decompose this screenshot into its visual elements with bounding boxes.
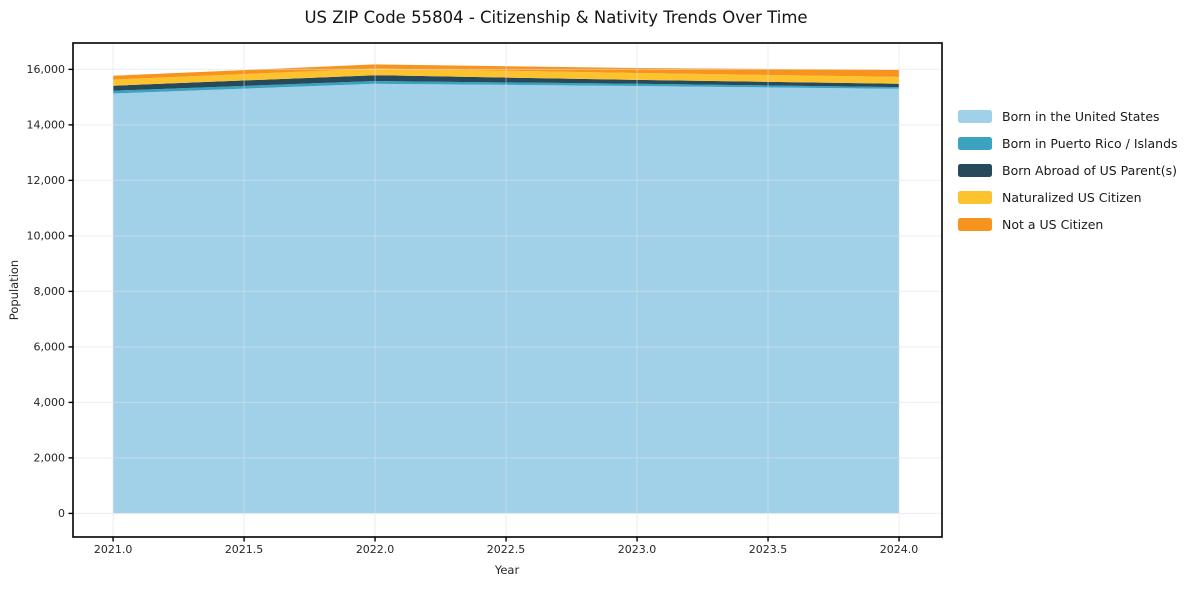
y-tick-label: 14,000 <box>27 119 66 132</box>
x-tick-label: 2023.5 <box>749 543 788 556</box>
legend-label: Born Abroad of US Parent(s) <box>1002 163 1177 178</box>
x-tick-label: 2024.0 <box>880 543 919 556</box>
x-tick-label: 2021.5 <box>225 543 264 556</box>
legend-swatch <box>958 218 992 231</box>
y-tick-label: 0 <box>58 507 65 520</box>
y-axis-label: Population <box>7 259 21 321</box>
plot-border <box>72 42 943 538</box>
legend-swatch <box>958 164 992 177</box>
legend-label: Naturalized US Citizen <box>1002 190 1142 205</box>
y-tick-label: 16,000 <box>27 63 66 76</box>
y-tick-label: 6,000 <box>34 341 66 354</box>
legend-item: Born Abroad of US Parent(s) <box>958 157 1178 184</box>
area-series-4 <box>113 64 900 80</box>
legend-label: Born in Puerto Rico / Islands <box>1002 136 1178 151</box>
legend-item: Born in the United States <box>958 103 1178 130</box>
y-tick-label: 10,000 <box>27 230 66 243</box>
legend-label: Born in the United States <box>1002 109 1160 124</box>
chart-title: US ZIP Code 55804 - Citizenship & Nativi… <box>304 8 808 27</box>
legend-swatch <box>958 137 992 150</box>
y-tick-label: 8,000 <box>34 285 66 298</box>
area-series-2 <box>113 75 900 91</box>
x-tick-label: 2022.5 <box>487 543 526 556</box>
legend-item: Born in Puerto Rico / Islands <box>958 130 1178 157</box>
legend-swatch <box>958 110 992 123</box>
legend-item: Not a US Citizen <box>958 211 1178 238</box>
x-tick-label: 2023.0 <box>618 543 657 556</box>
y-tick-label: 12,000 <box>27 174 66 187</box>
x-axis-label: Year <box>494 563 520 577</box>
y-tick-label: 2,000 <box>34 452 66 465</box>
legend: Born in the United States Born in Puerto… <box>958 103 1178 238</box>
legend-swatch <box>958 191 992 204</box>
y-tick-label: 4,000 <box>34 396 66 409</box>
legend-label: Not a US Citizen <box>1002 217 1104 232</box>
x-tick-label: 2022.0 <box>356 543 395 556</box>
legend-item: Naturalized US Citizen <box>958 184 1178 211</box>
area-series-1 <box>113 81 900 94</box>
x-tick-label: 2021.0 <box>94 543 133 556</box>
